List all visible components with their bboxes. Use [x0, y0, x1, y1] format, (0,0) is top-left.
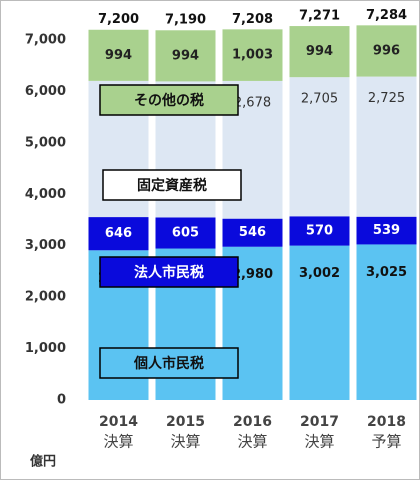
bar-segment — [222, 29, 283, 81]
total-label: 7,190 — [165, 13, 206, 28]
unit-label: 億円 — [30, 454, 56, 470]
bar-segment — [356, 216, 417, 245]
value-label: 1,003 — [232, 48, 273, 63]
bar-segment — [88, 217, 149, 251]
value-label: 3,025 — [366, 265, 407, 280]
value-label: 2,980 — [232, 267, 273, 282]
y-tick-label: 7,000 — [25, 33, 66, 48]
value-label: 646 — [105, 226, 132, 241]
legend-label: 個人市民税 — [133, 355, 204, 372]
total-label: 7,284 — [366, 8, 407, 23]
value-label: 996 — [373, 43, 400, 58]
total-label: 7,200 — [98, 12, 139, 27]
bar-segment — [222, 218, 283, 247]
bar-segment — [356, 76, 417, 217]
legend-box — [99, 256, 239, 288]
y-tick-label: 0 — [57, 393, 66, 408]
y-tick-label: 4,000 — [25, 187, 66, 202]
x-tick-label: 2018 — [367, 414, 406, 430]
total-label: 7,208 — [232, 12, 273, 27]
y-tick-label: 5,000 — [25, 135, 66, 150]
total-label: 7,271 — [299, 9, 340, 24]
x-tick-sublabel: 決算 — [170, 433, 200, 451]
x-tick-sublabel: 決算 — [237, 433, 267, 451]
value-label: 605 — [172, 225, 199, 240]
legend-box — [99, 347, 239, 379]
x-tick-label: 2014 — [99, 414, 138, 430]
x-tick-label: 2015 — [166, 414, 205, 430]
legend-label: 法人市民税 — [134, 264, 204, 281]
bar-segment — [289, 245, 350, 400]
x-tick-label: 2016 — [233, 414, 272, 430]
y-tick-label: 6,000 — [25, 84, 66, 99]
value-label: 2,725 — [368, 91, 405, 106]
value-label: 3,002 — [299, 266, 340, 281]
y-tick-label: 1,000 — [25, 341, 66, 356]
y-tick-label: 3,000 — [25, 238, 66, 253]
value-label: 2,678 — [234, 95, 271, 110]
y-tick-label: 2,000 — [25, 290, 66, 305]
legend-label: その他の税 — [134, 92, 204, 109]
value-label: 994 — [105, 48, 132, 63]
bar-segment — [155, 217, 216, 249]
legend-box — [102, 169, 242, 201]
x-tick-label: 2017 — [300, 414, 339, 430]
value-label: 546 — [239, 225, 266, 240]
bar-segment — [289, 77, 350, 217]
legend-label: 固定資産税 — [137, 177, 207, 194]
bar-segment — [356, 244, 417, 400]
legend-box — [99, 84, 239, 116]
bar-segment — [289, 26, 350, 78]
bar-segment — [289, 216, 350, 246]
value-label: 994 — [172, 48, 199, 63]
bar-segment — [88, 29, 149, 81]
x-tick-sublabel: 予算 — [371, 433, 401, 451]
x-tick-sublabel: 決算 — [103, 433, 133, 451]
value-label: 2,705 — [301, 92, 338, 107]
bar-segment — [155, 30, 216, 82]
value-label: 994 — [306, 44, 333, 59]
value-label: 539 — [373, 223, 400, 238]
x-tick-sublabel: 決算 — [304, 433, 334, 451]
value-label: 570 — [306, 223, 333, 238]
bar-segment — [356, 25, 417, 77]
